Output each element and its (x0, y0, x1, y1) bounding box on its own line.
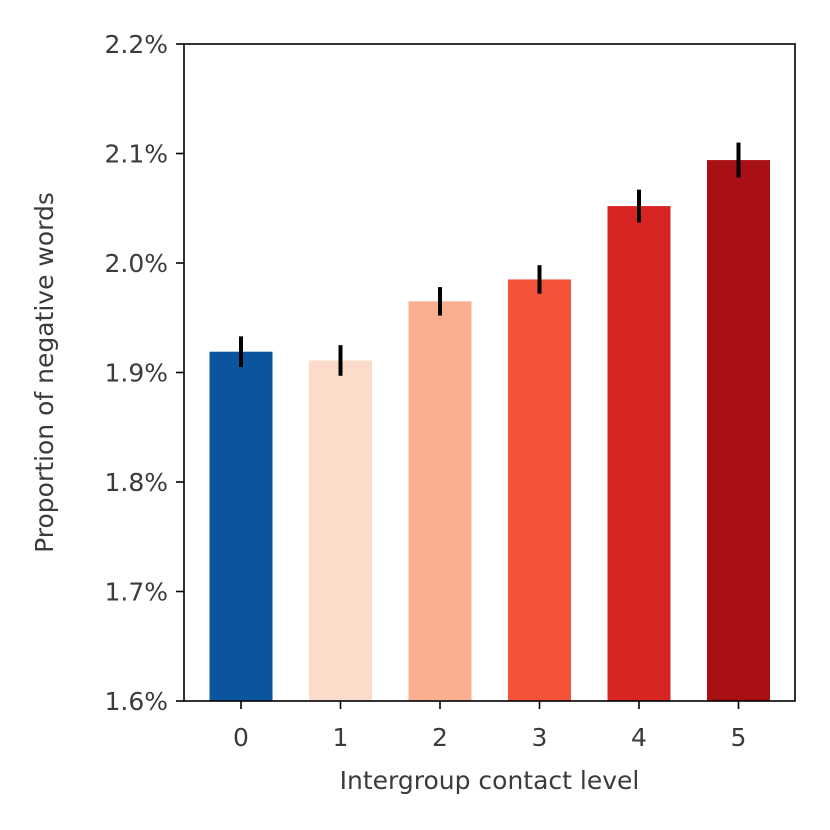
y-axis-label: Proportion of negative words (30, 192, 59, 553)
y-tick-label: 2.2% (104, 30, 168, 59)
x-tick-label-5: 5 (731, 723, 747, 752)
bar-5 (707, 160, 770, 701)
y-tick-label: 1.8% (104, 468, 168, 497)
bar-4 (607, 206, 671, 701)
bars (209, 160, 770, 701)
x-tick-label-3: 3 (532, 723, 548, 752)
bar-0 (209, 351, 273, 701)
x-tick-label-2: 2 (432, 723, 448, 752)
y-tick-label: 1.7% (104, 578, 168, 607)
x-tick-label-0: 0 (233, 723, 249, 752)
x-axis-ticks: 0 1 2 3 4 5 (233, 701, 746, 752)
bar-3 (508, 279, 571, 701)
y-axis-ticks: 1.6% 1.7% 1.8% 1.9% 2.0% 2.1% 2.2% (104, 30, 184, 716)
bar-1 (309, 360, 372, 701)
bar-2 (408, 301, 472, 701)
y-tick-label: 1.6% (104, 687, 168, 716)
y-tick-label: 1.9% (104, 359, 168, 388)
y-tick-label: 2.0% (104, 249, 168, 278)
x-tick-label-1: 1 (333, 723, 349, 752)
x-axis-label: Intergroup contact level (340, 766, 640, 795)
x-tick-label-4: 4 (631, 723, 647, 752)
plot-frame (183, 43, 796, 702)
y-tick-label: 2.1% (104, 140, 168, 169)
error-bars (239, 142, 741, 376)
